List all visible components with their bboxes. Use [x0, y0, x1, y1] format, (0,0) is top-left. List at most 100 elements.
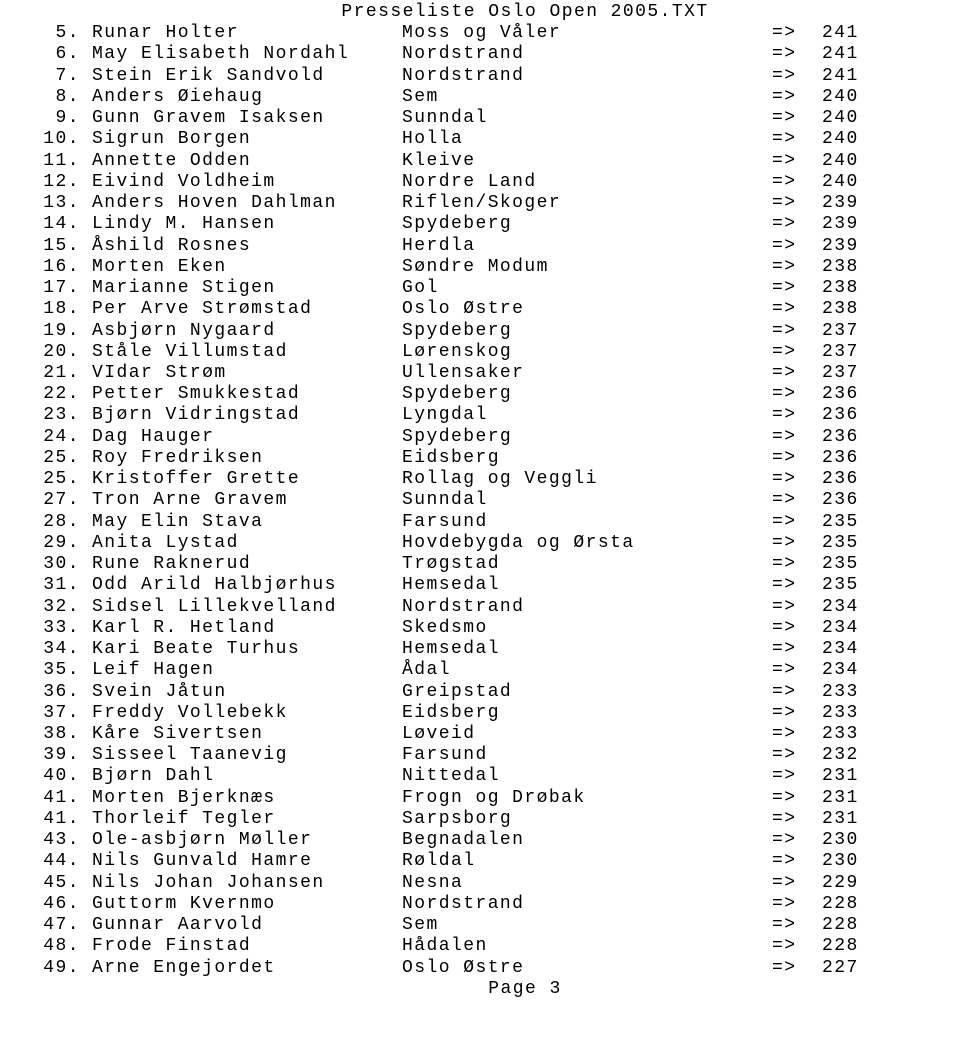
rank: 25. [30, 448, 80, 469]
rank: 17. [30, 278, 80, 299]
result-row: 38.Kåre SivertsenLøveid=>233 [30, 724, 930, 745]
score: 233 [822, 724, 882, 745]
rank: 8. [30, 87, 80, 108]
rank: 38. [30, 724, 80, 745]
arrow-separator: => [772, 448, 822, 469]
arrow-separator: => [772, 151, 822, 172]
result-row: 11.Annette OddenKleive=>240 [30, 151, 930, 172]
rank: 14. [30, 214, 80, 235]
rank: 9. [30, 108, 80, 129]
rank: 32. [30, 597, 80, 618]
score: 241 [822, 44, 882, 65]
competitor-name: Lindy M. Hansen [80, 214, 402, 235]
club-name: Nordstrand [402, 66, 772, 87]
club-name: Røldal [402, 851, 772, 872]
competitor-name: Sisseel Taanevig [80, 745, 402, 766]
result-row: 35.Leif HagenÅdal=>234 [30, 660, 930, 681]
arrow-separator: => [772, 236, 822, 257]
result-row: 28.May Elin StavaFarsund=>235 [30, 512, 930, 533]
arrow-separator: => [772, 469, 822, 490]
competitor-name: Dag Hauger [80, 427, 402, 448]
club-name: Farsund [402, 512, 772, 533]
result-row: 27.Tron Arne GravemSunndal=>236 [30, 490, 930, 511]
competitor-name: Runar Holter [80, 23, 402, 44]
score: 229 [822, 873, 882, 894]
rank: 19. [30, 321, 80, 342]
competitor-name: Leif Hagen [80, 660, 402, 681]
results-list: 5.Runar HolterMoss og Våler=>2416.May El… [30, 23, 930, 979]
result-row: 14.Lindy M. HansenSpydeberg=>239 [30, 214, 930, 235]
arrow-separator: => [772, 129, 822, 150]
competitor-name: Freddy Vollebekk [80, 703, 402, 724]
club-name: Hådalen [402, 936, 772, 957]
score: 230 [822, 830, 882, 851]
result-row: 46.Guttorm KvernmoNordstrand=>228 [30, 894, 930, 915]
competitor-name: Frode Finstad [80, 936, 402, 957]
result-row: 39.Sisseel TaanevigFarsund=>232 [30, 745, 930, 766]
score: 235 [822, 554, 882, 575]
club-name: Nesna [402, 873, 772, 894]
arrow-separator: => [772, 809, 822, 830]
arrow-separator: => [772, 23, 822, 44]
score: 234 [822, 660, 882, 681]
arrow-separator: => [772, 766, 822, 787]
rank: 5. [30, 23, 80, 44]
score: 234 [822, 639, 882, 660]
competitor-name: Annette Odden [80, 151, 402, 172]
rank: 30. [30, 554, 80, 575]
rank: 49. [30, 958, 80, 979]
arrow-separator: => [772, 214, 822, 235]
competitor-name: May Elin Stava [80, 512, 402, 533]
arrow-separator: => [772, 554, 822, 575]
club-name: Sarpsborg [402, 809, 772, 830]
result-row: 24.Dag HaugerSpydeberg=>236 [30, 427, 930, 448]
result-row: 8.Anders ØiehaugSem=>240 [30, 87, 930, 108]
club-name: Spydeberg [402, 384, 772, 405]
club-name: Hemsedal [402, 639, 772, 660]
result-row: 15.Åshild RosnesHerdla=>239 [30, 236, 930, 257]
competitor-name: Tron Arne Gravem [80, 490, 402, 511]
result-row: 40.Bjørn DahlNittedal=>231 [30, 766, 930, 787]
club-name: Spydeberg [402, 321, 772, 342]
result-row: 41.Morten BjerknæsFrogn og Drøbak=>231 [30, 788, 930, 809]
arrow-separator: => [772, 427, 822, 448]
competitor-name: Arne Engejordet [80, 958, 402, 979]
competitor-name: Odd Arild Halbjørhus [80, 575, 402, 596]
result-row: 45.Nils Johan JohansenNesna=>229 [30, 873, 930, 894]
arrow-separator: => [772, 873, 822, 894]
competitor-name: Anita Lystad [80, 533, 402, 554]
arrow-separator: => [772, 575, 822, 596]
club-name: Søndre Modum [402, 257, 772, 278]
score: 240 [822, 129, 882, 150]
result-row: 5.Runar HolterMoss og Våler=>241 [30, 23, 930, 44]
competitor-name: Anders Øiehaug [80, 87, 402, 108]
competitor-name: Nils Gunvald Hamre [80, 851, 402, 872]
result-row: 32.Sidsel LillekvellandNordstrand=>234 [30, 597, 930, 618]
score: 234 [822, 597, 882, 618]
club-name: Begnadalen [402, 830, 772, 851]
competitor-name: Thorleif Tegler [80, 809, 402, 830]
score: 236 [822, 448, 882, 469]
competitor-name: Kåre Sivertsen [80, 724, 402, 745]
arrow-separator: => [772, 108, 822, 129]
rank: 37. [30, 703, 80, 724]
score: 240 [822, 172, 882, 193]
rank: 11. [30, 151, 80, 172]
result-row: 25.Roy FredriksenEidsberg=>236 [30, 448, 930, 469]
result-row: 12.Eivind VoldheimNordre Land=>240 [30, 172, 930, 193]
arrow-separator: => [772, 512, 822, 533]
rank: 15. [30, 236, 80, 257]
competitor-name: May Elisabeth Nordahl [80, 44, 402, 65]
score: 227 [822, 958, 882, 979]
result-row: 7.Stein Erik SandvoldNordstrand=>241 [30, 66, 930, 87]
score: 239 [822, 193, 882, 214]
club-name: Greipstad [402, 682, 772, 703]
club-name: Lørenskog [402, 342, 772, 363]
score: 235 [822, 533, 882, 554]
rank: 16. [30, 257, 80, 278]
result-row: 22.Petter SmukkestadSpydeberg=>236 [30, 384, 930, 405]
club-name: Spydeberg [402, 214, 772, 235]
arrow-separator: => [772, 618, 822, 639]
score: 241 [822, 23, 882, 44]
result-row: 29.Anita LystadHovdebygda og Ørsta=>235 [30, 533, 930, 554]
